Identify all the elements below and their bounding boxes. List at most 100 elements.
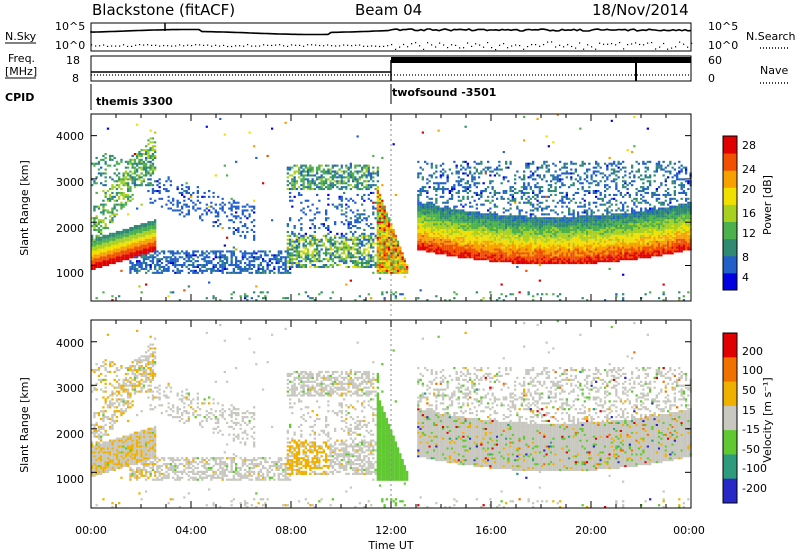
power-cell [354,260,357,263]
power-cell [493,254,496,257]
power-cell [302,242,305,245]
power-cell [214,250,217,253]
power-cell [142,244,145,247]
power-cell [489,258,492,261]
power-cell [498,252,501,255]
power-cell [253,258,256,261]
power-cell [334,254,337,257]
power-cell [284,121,287,124]
power-cell [221,207,224,210]
power-cell [439,176,442,179]
power-cell [439,182,442,185]
power-cell [302,211,305,214]
power-cell [205,260,208,263]
power-cell [257,265,260,268]
power-cell [167,260,170,263]
power-cell [498,240,501,243]
power-cell [277,258,280,261]
power-cell [489,201,492,204]
power-cell [379,205,382,208]
power-cell [547,190,550,193]
power-cell [538,228,541,231]
power-cell [372,260,375,263]
power-cell [457,223,460,226]
power-cell [136,153,139,156]
power-cell [444,219,447,222]
power-cell [541,195,544,198]
power-cell [480,252,483,255]
power-cell [475,221,478,224]
power-cell [109,232,112,235]
power-cell [318,265,321,268]
power-cell [212,225,215,228]
power-cell [473,172,476,175]
power-cell [347,225,350,228]
power-cell [253,264,256,267]
power-cell [347,244,350,247]
power-cell [464,256,467,259]
power-cell [455,215,458,218]
power-cell [399,246,402,249]
power-cell [298,246,301,249]
power-cell [379,267,382,270]
power-cell [100,158,103,161]
power-cell [435,166,438,169]
power-cell [196,190,199,193]
power-cell [484,246,487,249]
power-cell [354,299,357,302]
power-cell [439,252,442,255]
power-cell [275,254,278,257]
power-cell [496,191,499,194]
power-cell [484,219,487,222]
power-cell [379,262,382,265]
power-cell [372,180,375,183]
power-cell [133,248,137,251]
power-cell [237,207,240,210]
power-cell [221,265,224,268]
power-cell [194,250,197,253]
power-cell [151,190,155,193]
power-cell [460,184,463,187]
power-cell [453,160,456,163]
power-cell [403,271,406,274]
power-cell [419,217,422,220]
power-cell [154,141,157,144]
power-cell [370,232,373,235]
power-cell [367,186,370,189]
power-cell [475,203,478,206]
power-cell [390,246,393,249]
power-cell [327,252,330,255]
power-cell [561,250,564,253]
power-cell [122,232,125,235]
power-cell [329,238,332,241]
power-cell [453,215,456,218]
power-cell [527,217,530,220]
power-cell [394,264,397,267]
power-cell [385,258,388,261]
power-cell [397,265,400,268]
power-cell [455,248,458,251]
power-cell [174,209,177,212]
power-cell [475,246,478,249]
power-cell [97,240,101,243]
power-cell [138,246,141,249]
power-cell [129,195,132,198]
power-cell [559,168,562,171]
power-cell [232,271,235,274]
power-cell [217,269,220,272]
power-cell [367,260,370,263]
power-cell [295,164,298,167]
power-cell [466,234,469,237]
power-cell [417,230,420,233]
power-cell [509,246,512,249]
power-cell [291,265,294,268]
power-cell [532,172,535,175]
power-cell [435,170,438,173]
power-cell [102,158,105,161]
power-cell [111,195,114,198]
power-cell [448,219,451,222]
power-cell [160,205,164,208]
power-cell [428,211,431,214]
power-cell [329,176,332,179]
power-cell [480,244,483,247]
